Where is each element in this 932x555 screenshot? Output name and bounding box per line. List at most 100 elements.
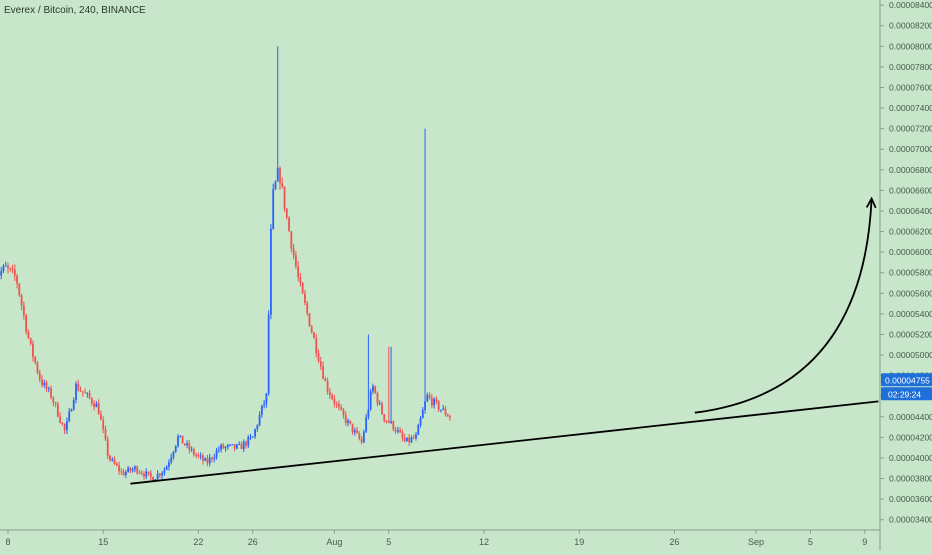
price-tick-label: 0.00003800: [889, 474, 932, 484]
candle-body: [61, 422, 64, 424]
price-tick-label: 0.00005200: [889, 329, 932, 339]
candle-body: [242, 441, 245, 450]
candle-body: [165, 466, 168, 470]
candle-body: [68, 411, 71, 422]
candle-body: [383, 414, 386, 421]
price-tick-label: 0.00006600: [889, 185, 932, 195]
candle-body: [222, 444, 225, 449]
candle-body: [217, 449, 220, 451]
candle-body: [267, 314, 270, 394]
time-tick-label: 12: [479, 537, 489, 547]
candle-body: [197, 455, 200, 457]
price-badges: 0.00004755 02:29:24: [881, 373, 932, 401]
candle-body: [249, 436, 252, 438]
candle-body: [152, 476, 154, 482]
candle-body: [319, 361, 322, 367]
candle-body: [156, 473, 159, 480]
candle-body: [304, 293, 306, 303]
candle-body: [199, 455, 202, 457]
candle-body: [70, 409, 73, 412]
candle-body: [202, 455, 204, 461]
time-tick-label: 8: [5, 537, 10, 547]
candle-body: [272, 189, 275, 229]
candle-body: [134, 466, 136, 470]
candle-body: [288, 217, 290, 232]
candle-body: [90, 398, 93, 404]
candle-body: [181, 435, 184, 444]
candle-body: [115, 463, 118, 466]
time-tick-label: 19: [574, 537, 584, 547]
candle-body: [347, 420, 349, 423]
candle-body: [59, 416, 62, 423]
candle-body: [186, 443, 188, 446]
candle-body: [449, 416, 451, 418]
candle-body: [170, 457, 173, 463]
candle-body: [285, 208, 288, 218]
time-tick-label: Sep: [748, 537, 764, 547]
candle-body: [292, 248, 295, 256]
candle-body: [396, 430, 399, 432]
candle-body: [385, 420, 388, 422]
candle-body: [442, 408, 445, 410]
candle-body: [349, 420, 352, 424]
candle-body: [72, 400, 75, 410]
price-tick-label: 0.00005000: [889, 350, 932, 360]
candle-body: [328, 391, 331, 396]
candle-body: [313, 332, 315, 339]
candle-body: [342, 409, 345, 415]
time-axis[interactable]: 8 15 22 26 Aug 5 12 19 26 Sep 5 9: [0, 529, 880, 547]
price-tick-label: 0.00003400: [889, 515, 932, 525]
candle-body: [20, 295, 23, 306]
candle-body: [283, 186, 286, 209]
candle-body: [95, 403, 98, 408]
candle-body: [367, 409, 370, 418]
candle-body: [387, 420, 390, 423]
candle-body: [410, 437, 413, 443]
candle-body: [97, 403, 100, 415]
candle-body: [4, 265, 7, 267]
price-tick-label: 0.00008400: [889, 0, 932, 10]
candle-body: [315, 338, 318, 354]
price-tick-label: 0.00006800: [889, 165, 932, 175]
candle-body: [437, 401, 440, 410]
candle-body: [294, 255, 297, 267]
candle-body: [113, 459, 116, 464]
support-trendline: [130, 400, 879, 485]
candle-body: [417, 424, 420, 435]
candle-body: [263, 403, 266, 406]
candle-body: [47, 388, 50, 390]
candle-body: [192, 448, 195, 455]
candle-body: [381, 403, 383, 415]
candle-body: [147, 471, 150, 473]
candle-body: [149, 472, 152, 477]
candle-body: [331, 395, 334, 399]
price-tick-label: 0.00007600: [889, 82, 932, 92]
time-tick-label: 26: [669, 537, 679, 547]
candle-body: [338, 404, 340, 408]
candle-body: [390, 421, 392, 423]
candle-body: [168, 462, 170, 467]
candle-body: [256, 425, 259, 430]
candle-body: [344, 414, 347, 423]
countdown-badge: [881, 387, 932, 401]
candle-body: [440, 409, 442, 411]
candle-body: [428, 395, 431, 398]
candle-body: [408, 437, 411, 443]
candle-body: [190, 448, 193, 450]
candle-body: [100, 414, 102, 420]
candle-body: [38, 372, 41, 380]
candle-body: [394, 429, 397, 432]
candle-body: [93, 403, 96, 408]
candle-body: [25, 315, 28, 332]
candle-body: [43, 382, 46, 386]
candle-body: [351, 423, 354, 433]
price-tick-label: 0.00007000: [889, 144, 932, 154]
candle-body: [75, 383, 77, 401]
candle-body: [174, 445, 177, 452]
candle-body: [27, 331, 30, 338]
candle-body: [131, 469, 134, 471]
candle-body: [335, 403, 338, 405]
